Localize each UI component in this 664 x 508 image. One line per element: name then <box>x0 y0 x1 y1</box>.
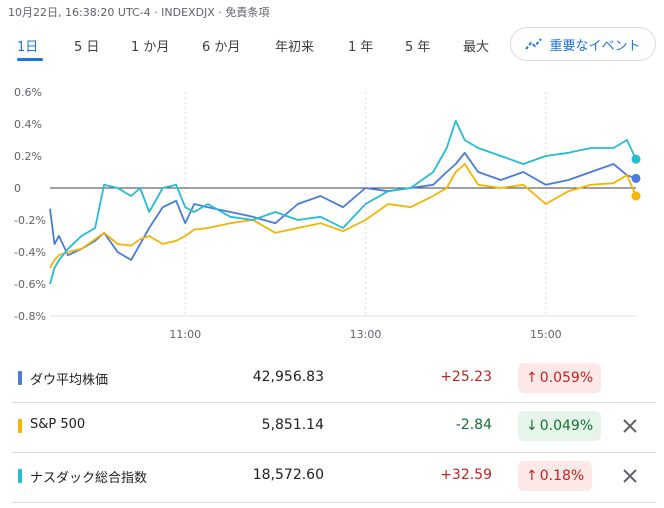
tab-max[interactable]: 最大 <box>463 40 490 55</box>
y-tick-label: -0.8% <box>14 310 46 323</box>
series-end-point-1 <box>631 191 641 201</box>
index-change: +25.23 <box>440 369 492 385</box>
percent-change-badge: ↑ 0.059% <box>518 363 602 393</box>
tab-ytd[interactable]: 年初来 <box>275 40 315 55</box>
list-item-dow[interactable]: ダウ平均株価 42,956.83 +25.23 ↑ 0.059% <box>12 355 656 403</box>
series-color-swatch <box>18 469 22 483</box>
series-line-2 <box>49 119 637 285</box>
percent-change-value: 0.18% <box>539 468 585 484</box>
range-tabs: 1日 5 日 1 か月 6 か月 年初来 1 年 5 年 最大 <box>0 36 664 61</box>
tab-6-months[interactable]: 6 か月 <box>202 40 241 55</box>
y-tick-label: -0.6% <box>14 278 46 291</box>
percent-change-badge: ↑ 0.18% <box>518 461 593 491</box>
tab-5-years[interactable]: 5 年 <box>405 40 431 55</box>
arrow-up-icon: ↑ <box>526 468 538 484</box>
series-end-point-0 <box>631 173 641 183</box>
x-tick-label: 15:00 <box>530 328 562 341</box>
trend-line-icon <box>525 38 543 50</box>
x-tick-label: 11:00 <box>169 328 201 341</box>
list-item-nasdaq[interactable]: ナスダック総合指数 18,572.60 +32.59 ↑ 0.18% <box>12 453 656 503</box>
remove-comparison-close-icon[interactable] <box>618 414 642 438</box>
index-name: S&P 500 <box>30 417 86 432</box>
tab-5-days[interactable]: 5 日 <box>74 40 100 55</box>
percent-change-badge: ↓ 0.049% <box>518 411 602 441</box>
index-name: ナスダック総合指数 <box>30 471 148 486</box>
key-events-label: 重要なイベント <box>549 38 641 54</box>
percent-change-value: 0.059% <box>539 370 594 386</box>
comparison-list: ダウ平均株価 42,956.83 +25.23 ↑ 0.059% S&P 500… <box>12 355 656 503</box>
y-tick-label: 0.2% <box>14 150 42 163</box>
y-tick-label: 0.4% <box>14 118 42 131</box>
list-item-sp500[interactable]: S&P 500 5,851.14 -2.84 ↓ 0.049% <box>12 403 656 453</box>
x-tick-label: 13:00 <box>350 328 382 341</box>
active-tab-indicator <box>17 58 43 61</box>
index-name: ダウ平均株価 <box>30 373 109 388</box>
arrow-up-icon: ↑ <box>526 370 538 386</box>
index-price: 18,572.60 <box>252 467 324 483</box>
arrow-down-icon: ↓ <box>526 418 538 434</box>
tab-1-year[interactable]: 1 年 <box>348 40 374 55</box>
index-change: -2.84 <box>455 417 492 433</box>
y-tick-label: 0.6% <box>14 86 42 99</box>
y-tick-label: 0 <box>14 182 21 195</box>
y-tick-label: -0.4% <box>14 246 46 259</box>
series-color-swatch <box>18 419 22 433</box>
timestamp-line: 10月22日, 16:38:20 UTC-4 · INDEXDJX · 免責条項 <box>8 6 270 19</box>
comparison-line-chart: 0.6% 0.4% 0.2% 0 -0.2% -0.4% -0.6% -0.8% 11:00 13… <box>14 86 641 341</box>
tab-1-month[interactable]: 1 か月 <box>131 40 170 55</box>
remove-comparison-close-icon[interactable] <box>618 464 642 488</box>
index-price: 42,956.83 <box>252 369 324 385</box>
y-tick-label: -0.2% <box>14 214 46 227</box>
percent-change-value: 0.049% <box>539 418 594 434</box>
series-color-swatch <box>18 371 22 385</box>
tab-1-day[interactable]: 1日 <box>17 40 39 55</box>
series-end-point-2 <box>631 154 641 164</box>
index-price: 5,851.14 <box>261 417 324 433</box>
index-change: +32.59 <box>440 467 492 483</box>
key-events-button[interactable]: 重要なイベント <box>510 27 656 61</box>
series-line-0 <box>49 151 637 261</box>
series-line-1 <box>49 163 637 269</box>
